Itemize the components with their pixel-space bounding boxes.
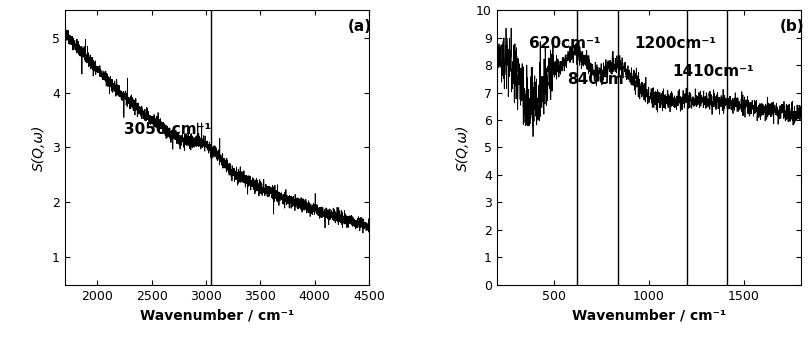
Text: 620cm⁻¹: 620cm⁻¹ xyxy=(529,36,601,51)
Y-axis label: S(Q,ω): S(Q,ω) xyxy=(456,124,470,171)
Text: (b): (b) xyxy=(780,19,804,34)
Text: 1200cm⁻¹: 1200cm⁻¹ xyxy=(634,36,717,51)
X-axis label: Wavenumber / cm⁻¹: Wavenumber / cm⁻¹ xyxy=(140,308,294,322)
Text: 1410cm⁻¹: 1410cm⁻¹ xyxy=(672,64,754,79)
Text: (a): (a) xyxy=(348,19,372,34)
Y-axis label: S(Q,ω): S(Q,ω) xyxy=(32,124,46,171)
Text: 840cm⁻¹: 840cm⁻¹ xyxy=(567,72,639,87)
X-axis label: Wavenumber / cm⁻¹: Wavenumber / cm⁻¹ xyxy=(572,308,726,322)
Text: 3050 cm⁻¹: 3050 cm⁻¹ xyxy=(125,121,212,137)
